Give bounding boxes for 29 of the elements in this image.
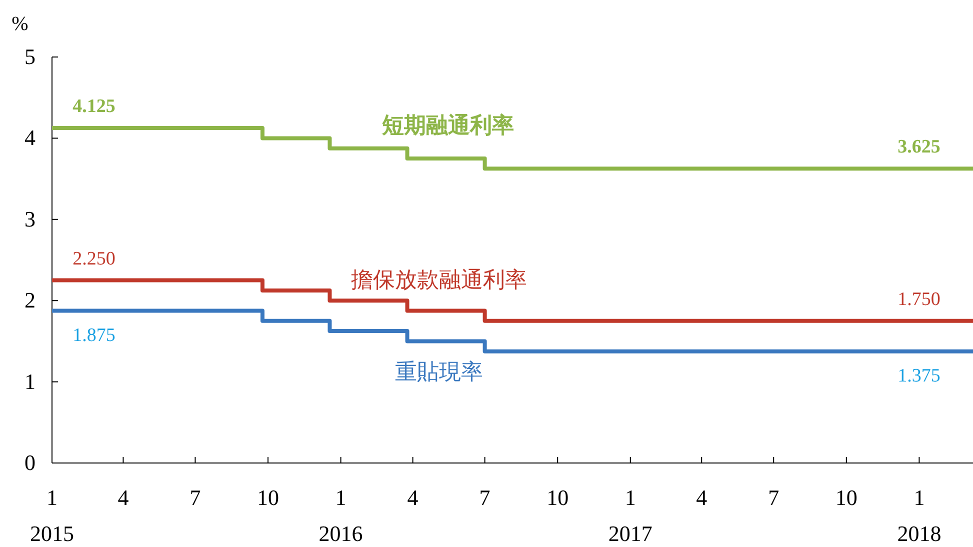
y-tick-label: 4 — [24, 125, 36, 150]
annotation: 1.375 — [898, 365, 940, 386]
series-label: 重貼現率 — [394, 359, 483, 384]
y-tick-label: 0 — [24, 450, 36, 475]
annotation: 4.125 — [72, 96, 116, 118]
y-axis-title: % — [12, 13, 28, 35]
series-label: 擔保放款融通利率 — [350, 266, 527, 292]
x-tick-label: 4 — [407, 485, 418, 510]
x-tick-label: 10 — [835, 485, 858, 510]
x-tick-label: 1 2018 — [897, 485, 942, 546]
x-tick-label: 7 — [768, 485, 780, 510]
y-tick-label: 1 — [24, 368, 36, 394]
annotation: 2.250 — [72, 248, 116, 270]
x-tick-label: 4 — [118, 485, 129, 510]
x-tick-label: 4 — [696, 485, 708, 510]
annotation: 3.625 — [898, 136, 940, 158]
x-tick-label: 1 2016 — [318, 485, 363, 546]
x-tick-label: 10 — [546, 485, 569, 510]
series-label: 短期融通利率 — [381, 112, 514, 138]
annotation: 1.750 — [898, 288, 940, 310]
x-tick-label: 1 2017 — [608, 485, 652, 546]
x-tick-label: 7 — [479, 485, 490, 510]
annotation: 1.875 — [72, 324, 116, 346]
y-tick-label: 2 — [24, 288, 36, 313]
y-tick-label: 3 — [24, 206, 36, 232]
y-tick-label: 5 — [24, 44, 36, 69]
x-tick-label: 7 — [190, 485, 201, 510]
x-tick-label: 10 — [257, 485, 280, 510]
x-tick-label: 1 2015 — [30, 485, 74, 546]
